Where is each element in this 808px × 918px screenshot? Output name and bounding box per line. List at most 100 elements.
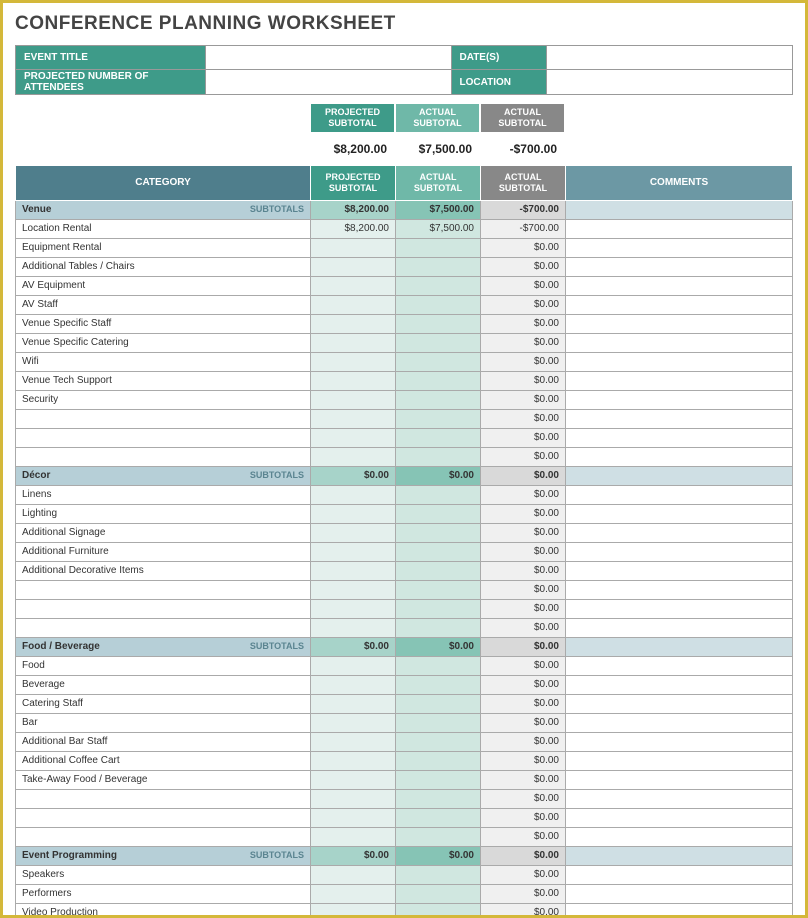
item-actual1[interactable]	[396, 694, 481, 713]
item-actual1[interactable]	[396, 732, 481, 751]
item-projected[interactable]	[311, 675, 396, 694]
item-projected[interactable]	[311, 618, 396, 637]
item-actual1[interactable]	[396, 789, 481, 808]
item-comment[interactable]	[566, 295, 793, 314]
item-label[interactable]	[16, 409, 311, 428]
item-comment[interactable]	[566, 314, 793, 333]
item-actual1[interactable]	[396, 542, 481, 561]
item-comment[interactable]	[566, 238, 793, 257]
item-actual1[interactable]	[396, 314, 481, 333]
item-label[interactable]: Additional Bar Staff	[16, 732, 311, 751]
item-comment[interactable]	[566, 390, 793, 409]
item-comment[interactable]	[566, 770, 793, 789]
item-projected[interactable]	[311, 599, 396, 618]
item-actual1[interactable]	[396, 770, 481, 789]
item-label[interactable]: Additional Decorative Items	[16, 561, 311, 580]
item-projected[interactable]	[311, 827, 396, 846]
item-comment[interactable]	[566, 409, 793, 428]
item-comment[interactable]	[566, 428, 793, 447]
item-label[interactable]: Venue Specific Catering	[16, 333, 311, 352]
item-projected[interactable]	[311, 713, 396, 732]
item-comment[interactable]	[566, 827, 793, 846]
item-label[interactable]: Venue Specific Staff	[16, 314, 311, 333]
item-label[interactable]: AV Equipment	[16, 276, 311, 295]
item-comment[interactable]	[566, 504, 793, 523]
item-projected[interactable]	[311, 770, 396, 789]
item-label[interactable]	[16, 599, 311, 618]
item-label[interactable]: Location Rental	[16, 219, 311, 238]
section-comment[interactable]	[566, 466, 793, 485]
item-projected[interactable]	[311, 447, 396, 466]
item-actual1[interactable]	[396, 390, 481, 409]
item-projected[interactable]	[311, 580, 396, 599]
section-comment[interactable]	[566, 637, 793, 656]
item-label[interactable]: Equipment Rental	[16, 238, 311, 257]
item-actual1[interactable]	[396, 333, 481, 352]
item-projected[interactable]	[311, 333, 396, 352]
item-comment[interactable]	[566, 789, 793, 808]
item-label[interactable]: Take-Away Food / Beverage	[16, 770, 311, 789]
item-label[interactable]: Performers	[16, 884, 311, 903]
item-label[interactable]: Catering Staff	[16, 694, 311, 713]
item-projected[interactable]	[311, 523, 396, 542]
item-label[interactable]: Speakers	[16, 865, 311, 884]
item-actual1[interactable]: $7,500.00	[396, 219, 481, 238]
item-projected[interactable]	[311, 694, 396, 713]
item-projected[interactable]	[311, 884, 396, 903]
item-label[interactable]	[16, 447, 311, 466]
item-comment[interactable]	[566, 276, 793, 295]
item-comment[interactable]	[566, 713, 793, 732]
item-label[interactable]	[16, 618, 311, 637]
item-actual1[interactable]	[396, 865, 481, 884]
item-comment[interactable]	[566, 580, 793, 599]
item-label[interactable]: Security	[16, 390, 311, 409]
item-comment[interactable]	[566, 618, 793, 637]
item-projected[interactable]	[311, 656, 396, 675]
item-actual1[interactable]	[396, 599, 481, 618]
item-label[interactable]: Lighting	[16, 504, 311, 523]
item-projected[interactable]	[311, 561, 396, 580]
item-label[interactable]: Additional Tables / Chairs	[16, 257, 311, 276]
item-comment[interactable]	[566, 903, 793, 918]
item-actual1[interactable]	[396, 884, 481, 903]
item-projected[interactable]: $8,200.00	[311, 219, 396, 238]
item-comment[interactable]	[566, 732, 793, 751]
item-comment[interactable]	[566, 333, 793, 352]
item-label[interactable]: Additional Coffee Cart	[16, 751, 311, 770]
item-label[interactable]: Wifi	[16, 352, 311, 371]
item-projected[interactable]	[311, 352, 396, 371]
item-projected[interactable]	[311, 485, 396, 504]
item-comment[interactable]	[566, 257, 793, 276]
item-label[interactable]: Bar	[16, 713, 311, 732]
item-actual1[interactable]	[396, 808, 481, 827]
item-projected[interactable]	[311, 428, 396, 447]
item-label[interactable]: Venue Tech Support	[16, 371, 311, 390]
dates-value[interactable]	[547, 46, 793, 70]
item-actual1[interactable]	[396, 276, 481, 295]
item-comment[interactable]	[566, 675, 793, 694]
item-label[interactable]: AV Staff	[16, 295, 311, 314]
item-actual1[interactable]	[396, 504, 481, 523]
item-comment[interactable]	[566, 485, 793, 504]
item-projected[interactable]	[311, 371, 396, 390]
item-comment[interactable]	[566, 694, 793, 713]
item-label[interactable]: Additional Furniture	[16, 542, 311, 561]
item-actual1[interactable]	[396, 485, 481, 504]
item-actual1[interactable]	[396, 447, 481, 466]
item-actual1[interactable]	[396, 580, 481, 599]
item-projected[interactable]	[311, 390, 396, 409]
item-label[interactable]	[16, 428, 311, 447]
item-actual1[interactable]	[396, 561, 481, 580]
item-projected[interactable]	[311, 295, 396, 314]
item-comment[interactable]	[566, 751, 793, 770]
item-actual1[interactable]	[396, 713, 481, 732]
item-label[interactable]: Linens	[16, 485, 311, 504]
item-label[interactable]	[16, 789, 311, 808]
item-comment[interactable]	[566, 523, 793, 542]
item-actual1[interactable]	[396, 295, 481, 314]
item-actual1[interactable]	[396, 675, 481, 694]
item-comment[interactable]	[566, 865, 793, 884]
item-projected[interactable]	[311, 751, 396, 770]
item-projected[interactable]	[311, 238, 396, 257]
item-projected[interactable]	[311, 865, 396, 884]
